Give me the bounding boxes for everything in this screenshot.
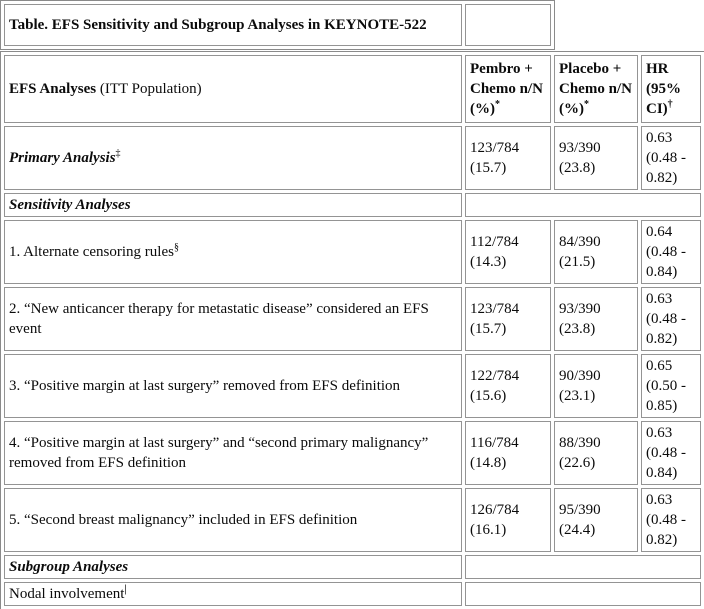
table-row-margin-and-second-primary: 4. “Positive margin at last surgery” and…: [4, 421, 701, 485]
section-label: Sensitivity Analyses: [9, 197, 131, 213]
placebo-value-cell: 93/390 (23.8): [554, 287, 638, 351]
hr-value-cell: 0.63 (0.48 - 0.84): [641, 421, 701, 485]
row-label-cell: 5. “Second breast malignancy” included i…: [4, 488, 462, 552]
placebo-value-cell: 93/390 (23.8): [554, 126, 638, 190]
placebo-value: 90/390 (23.1): [559, 368, 601, 404]
pembro-value-cell: 116/784 (14.8): [465, 421, 551, 485]
table-row-second-breast-malignancy: 5. “Second breast malignancy” included i…: [4, 488, 701, 552]
section-label-cell: Sensitivity Analyses: [4, 193, 462, 217]
hr-value: 0.63 (0.48 - 0.82): [646, 130, 686, 186]
table-row-positive-margin-removed: 3. “Positive margin at last surgery” rem…: [4, 354, 701, 418]
column-header-hr-ci: HR (95% CI)†: [641, 55, 701, 123]
column-header-pembro-chemo: Pembro + Chemo n/N (%)*: [465, 55, 551, 123]
pembro-value-cell: 112/784 (14.3): [465, 220, 551, 284]
hr-value-cell: 0.64 (0.48 - 0.84): [641, 220, 701, 284]
placebo-value-cell: 95/390 (24.4): [554, 488, 638, 552]
section-label-cell: Subgroup Analyses: [4, 555, 462, 579]
row-label-cell: Nodal involvement|: [4, 582, 462, 606]
table-row-primary-analysis: Primary Analysis‡ 123/784 (15.7) 93/390 …: [4, 126, 701, 190]
placebo-value: 93/390 (23.8): [559, 140, 601, 176]
hr-value-cell: 0.65 (0.50 - 0.85): [641, 354, 701, 418]
hr-value-cell: 0.63 (0.48 - 0.82): [641, 488, 701, 552]
placebo-value: 95/390 (24.4): [559, 502, 601, 538]
footnote-marker-asterisk: *: [495, 99, 500, 110]
row-label-cell: 3. “Positive margin at last surgery” rem…: [4, 354, 462, 418]
pembro-value: 123/784 (15.7): [470, 301, 520, 337]
row-label: 1. Alternate censoring rules: [9, 244, 174, 260]
empty-area: [465, 193, 701, 217]
title-row: Table. EFS Sensitivity and Subgroup Anal…: [4, 4, 551, 46]
hr-value: 0.63 (0.48 - 0.82): [646, 492, 686, 548]
column-header-placebo-chemo: Placebo + Chemo n/N (%)*: [554, 55, 638, 123]
pembro-value-cell: 123/784 (15.7): [465, 287, 551, 351]
header-pembro-text: Pembro + Chemo n/N (%): [470, 61, 543, 117]
footnote-marker-double-dagger: ‡: [115, 148, 121, 159]
hr-value: 0.64 (0.48 - 0.84): [646, 224, 686, 280]
hr-value: 0.65 (0.50 - 0.85): [646, 358, 686, 414]
row-label: 4. “Positive margin at last surgery” and…: [9, 435, 429, 471]
row-label: 2. “New anticancer therapy for metastati…: [9, 301, 429, 337]
pembro-value: 122/784 (15.6): [470, 368, 520, 404]
hr-value: 0.63 (0.48 - 0.82): [646, 291, 686, 347]
efs-analyses-table: EFS Analyses (ITT Population) Pembro + C…: [0, 51, 704, 609]
pembro-value-cell: 123/784 (15.7): [465, 126, 551, 190]
pembro-value: 116/784 (14.8): [470, 435, 519, 471]
section-row-sensitivity-analyses: Sensitivity Analyses: [4, 193, 701, 217]
pembro-value: 126/784 (16.1): [470, 502, 520, 538]
row-label: 3. “Positive margin at last surgery” rem…: [9, 378, 401, 394]
pembro-value: 123/784 (15.7): [470, 140, 520, 176]
footnote-marker-dagger: †: [667, 99, 673, 110]
footnote-marker-asterisk: *: [584, 99, 589, 110]
header-placebo-text: Placebo + Chemo n/N (%): [559, 61, 632, 117]
placebo-value-cell: 84/390 (21.5): [554, 220, 638, 284]
empty-area: [465, 555, 701, 579]
hr-value: 0.63 (0.48 - 0.84): [646, 425, 686, 481]
title-table: Table. EFS Sensitivity and Subgroup Anal…: [0, 0, 555, 50]
section-row-subgroup-analyses: Subgroup Analyses: [4, 555, 701, 579]
table-title-cell: Table. EFS Sensitivity and Subgroup Anal…: [4, 4, 462, 46]
placebo-value-cell: 90/390 (23.1): [554, 354, 638, 418]
title-empty-cell: [465, 4, 551, 46]
table-row-new-anticancer-therapy: 2. “New anticancer therapy for metastati…: [4, 287, 701, 351]
placebo-value-cell: 88/390 (22.6): [554, 421, 638, 485]
row-label-cell: Primary Analysis‡: [4, 126, 462, 190]
hr-value-cell: 0.63 (0.48 - 0.82): [641, 126, 701, 190]
pembro-value-cell: 122/784 (15.6): [465, 354, 551, 418]
footnote-marker-bar: |: [124, 584, 127, 595]
table-title: Table. EFS Sensitivity and Subgroup Anal…: [9, 17, 427, 33]
row-label: 5. “Second breast malignancy” included i…: [9, 512, 358, 528]
table-row-nodal-involvement: Nodal involvement|: [4, 582, 701, 606]
placebo-value: 88/390 (22.6): [559, 435, 601, 471]
header-row: EFS Analyses (ITT Population) Pembro + C…: [4, 55, 701, 123]
footnote-marker-section-sign: §: [173, 242, 179, 253]
hr-value-cell: 0.63 (0.48 - 0.82): [641, 287, 701, 351]
table-row-alternate-censoring: 1. Alternate censoring rules§ 112/784 (1…: [4, 220, 701, 284]
row-label-cell: 4. “Positive margin at last surgery” and…: [4, 421, 462, 485]
placebo-value: 93/390 (23.8): [559, 301, 601, 337]
section-label: Subgroup Analyses: [9, 559, 129, 575]
row-label-cell: 1. Alternate censoring rules§: [4, 220, 462, 284]
header-efs-normal: (ITT Population): [96, 81, 202, 97]
row-label: Nodal involvement: [9, 586, 125, 602]
pembro-value: 112/784 (14.3): [470, 234, 519, 270]
header-hr-text: HR (95% CI): [646, 61, 681, 117]
pembro-value-cell: 126/784 (16.1): [465, 488, 551, 552]
placebo-value: 84/390 (21.5): [559, 234, 601, 270]
column-header-efs-analyses: EFS Analyses (ITT Population): [4, 55, 462, 123]
row-label-cell: 2. “New anticancer therapy for metastati…: [4, 287, 462, 351]
row-label: Primary Analysis: [9, 150, 116, 166]
header-efs-bold: EFS Analyses: [9, 81, 97, 97]
empty-area: [465, 582, 701, 606]
